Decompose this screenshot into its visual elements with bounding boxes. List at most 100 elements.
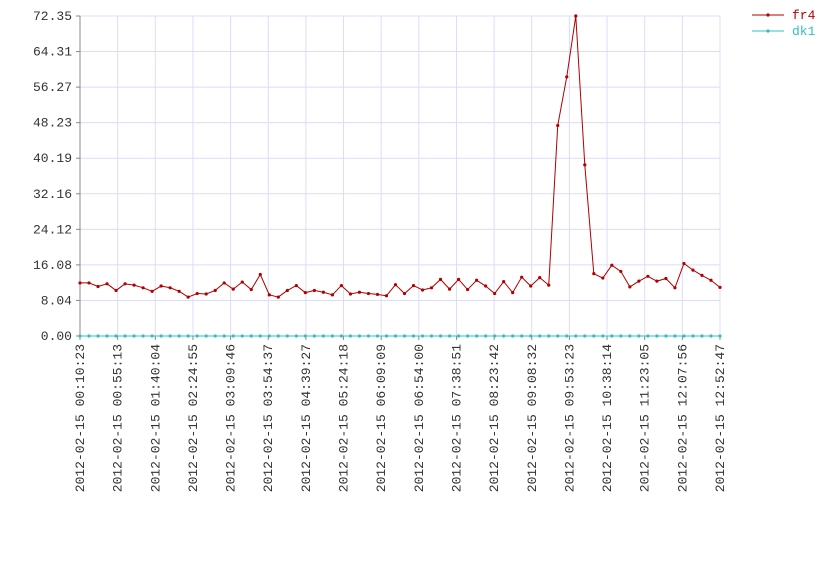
- data-point: [114, 288, 118, 293]
- data-point: [312, 334, 316, 338]
- data-point: [276, 334, 280, 338]
- data-point: [493, 334, 497, 338]
- data-point: [511, 291, 515, 295]
- data-point: [583, 334, 587, 338]
- data-point: [141, 334, 145, 338]
- legend-marker: [766, 13, 770, 17]
- data-point: [447, 287, 452, 291]
- data-point: [204, 292, 208, 296]
- data-point: [556, 334, 560, 338]
- data-point: [231, 287, 235, 291]
- x-tick-label: 2012-02-15 09:53:23: [562, 344, 577, 492]
- data-point: [511, 334, 515, 338]
- data-point: [123, 334, 127, 338]
- data-point: [168, 286, 172, 290]
- data-point: [150, 289, 154, 293]
- data-point: [601, 276, 605, 280]
- data-point: [619, 269, 623, 274]
- data-point: [240, 334, 244, 338]
- data-point: [456, 277, 461, 281]
- x-tick-label: 2012-02-15 12:52:47: [713, 344, 728, 492]
- data-point: [664, 276, 668, 281]
- data-point: [123, 282, 127, 286]
- data-point: [132, 334, 136, 338]
- data-point: [466, 334, 470, 338]
- data-point: [213, 334, 217, 338]
- data-point: [213, 288, 217, 293]
- x-tick-label: 2012-02-15 00:55:13: [111, 344, 126, 492]
- data-point: [565, 75, 569, 79]
- data-point: [258, 272, 262, 277]
- x-tick-label: 2012-02-15 02:24:55: [186, 344, 201, 492]
- data-point: [366, 334, 371, 338]
- y-tick-label: 72.35: [33, 9, 72, 24]
- y-tick-label: 24.12: [33, 222, 72, 237]
- x-tick-label: 2012-02-15 00:10:23: [73, 344, 88, 492]
- data-point: [204, 334, 208, 338]
- data-point: [348, 334, 353, 338]
- y-tick-label: 8.04: [41, 293, 72, 308]
- data-point: [429, 286, 434, 290]
- data-point: [330, 293, 334, 297]
- data-point: [87, 334, 91, 338]
- data-point: [411, 283, 416, 288]
- data-point: [502, 279, 506, 284]
- data-point: [348, 292, 353, 296]
- data-point: [592, 272, 596, 276]
- data-point: [402, 291, 407, 296]
- data-point: [321, 334, 325, 338]
- x-tick-label: 2012-02-15 03:54:37: [261, 344, 276, 492]
- x-tick-label: 2012-02-15 06:09:09: [374, 344, 389, 492]
- y-tick-label: 0.00: [41, 329, 72, 344]
- data-point: [574, 334, 578, 338]
- x-tick-label: 2012-02-15 01:40:04: [148, 344, 163, 492]
- x-tick-label: 2012-02-15 04:39:27: [299, 344, 314, 492]
- data-point: [429, 334, 434, 338]
- data-point: [339, 334, 344, 338]
- data-point: [96, 334, 100, 338]
- data-point: [610, 263, 614, 267]
- data-point: [466, 287, 470, 292]
- data-point: [78, 281, 82, 285]
- data-point: [339, 283, 344, 288]
- data-point: [447, 334, 452, 338]
- data-point: [294, 283, 298, 288]
- y-tick-label: 40.19: [33, 151, 72, 166]
- x-tick-label: 2012-02-15 09:08:32: [525, 344, 540, 492]
- data-point: [601, 334, 605, 338]
- x-tick-label: 2012-02-15 05:24:18: [337, 344, 352, 492]
- data-point: [240, 280, 244, 284]
- data-point: [132, 283, 136, 287]
- x-tick-label: 2012-02-15 12:07:56: [675, 344, 690, 492]
- data-point: [556, 123, 560, 128]
- data-point: [682, 334, 686, 338]
- data-point: [709, 278, 713, 282]
- data-point: [718, 285, 722, 289]
- data-point: [691, 268, 695, 272]
- data-point: [583, 163, 587, 167]
- data-point: [655, 334, 659, 338]
- data-point: [592, 334, 596, 338]
- data-point: [718, 334, 722, 338]
- data-point: [294, 334, 298, 338]
- data-point: [628, 285, 632, 289]
- data-point: [529, 284, 533, 288]
- data-point: [484, 334, 488, 338]
- data-point: [186, 295, 190, 299]
- data-point: [520, 334, 524, 338]
- data-point: [141, 286, 145, 290]
- data-point: [159, 334, 163, 338]
- y-tick-label: 56.27: [33, 80, 72, 95]
- data-point: [637, 279, 641, 283]
- data-point: [249, 334, 253, 338]
- data-point: [222, 281, 226, 285]
- data-point: [393, 334, 398, 338]
- data-point: [177, 289, 181, 293]
- data-point: [637, 334, 641, 338]
- legend-marker: [766, 29, 770, 33]
- data-point: [312, 288, 316, 293]
- data-point: [619, 334, 623, 338]
- data-point: [105, 334, 109, 338]
- y-tick-label: 48.23: [33, 116, 72, 131]
